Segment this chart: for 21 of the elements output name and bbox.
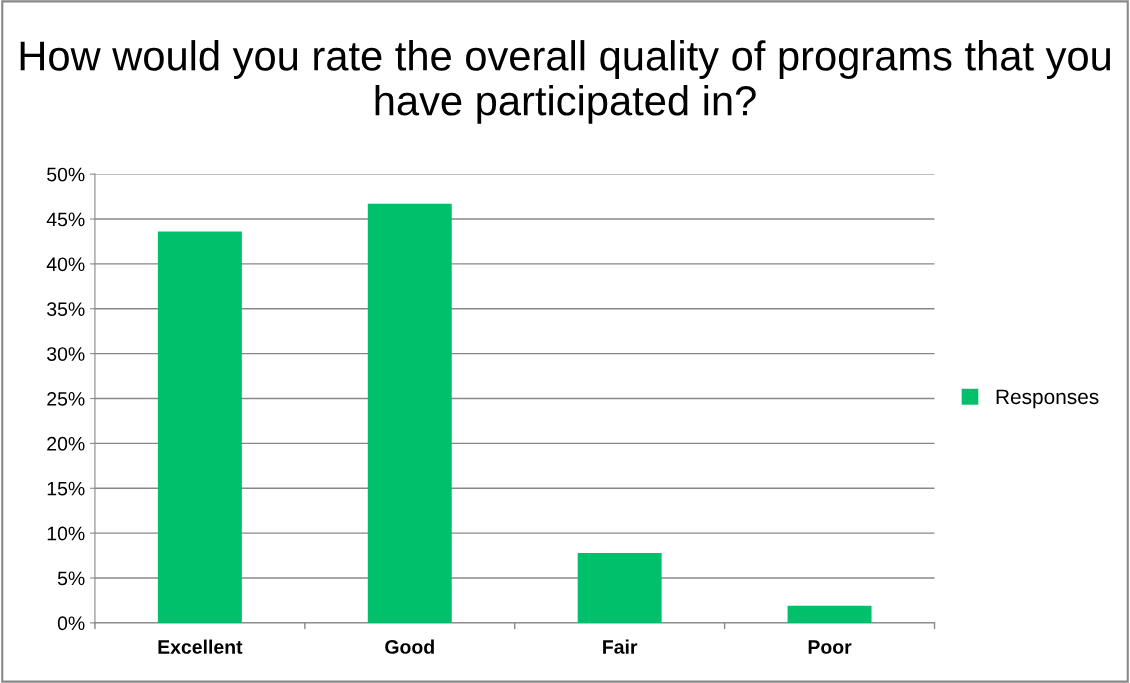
y-tick-label: 20%: [47, 436, 85, 451]
y-tick-label: 0%: [57, 616, 85, 631]
y-tick-label: 5%: [57, 571, 85, 586]
y-tick-label: 10%: [47, 526, 85, 541]
y-tick-label: 45%: [46, 212, 85, 227]
y-tick-label: 40%: [46, 257, 85, 272]
x-tick-label: Poor: [808, 640, 852, 654]
bar: [367, 203, 452, 623]
bar: [787, 605, 872, 623]
x-tick-label: Good: [385, 639, 434, 654]
y-tick-label: 25%: [47, 392, 85, 406]
x-tick-label: Fair: [603, 639, 638, 654]
y-tick-label: 30%: [47, 347, 85, 361]
chart-title: How would you rate the overall quality of programs that you have participated in?: [20, 40, 1111, 124]
bar: [577, 552, 662, 623]
legend-label: Responses: [996, 389, 1099, 409]
y-tick-label: 50%: [47, 167, 85, 182]
y-tick-label: 35%: [47, 302, 85, 317]
y-tick-label: 15%: [47, 481, 85, 496]
bar: [157, 231, 242, 623]
x-tick-label: Excellent: [158, 639, 243, 654]
